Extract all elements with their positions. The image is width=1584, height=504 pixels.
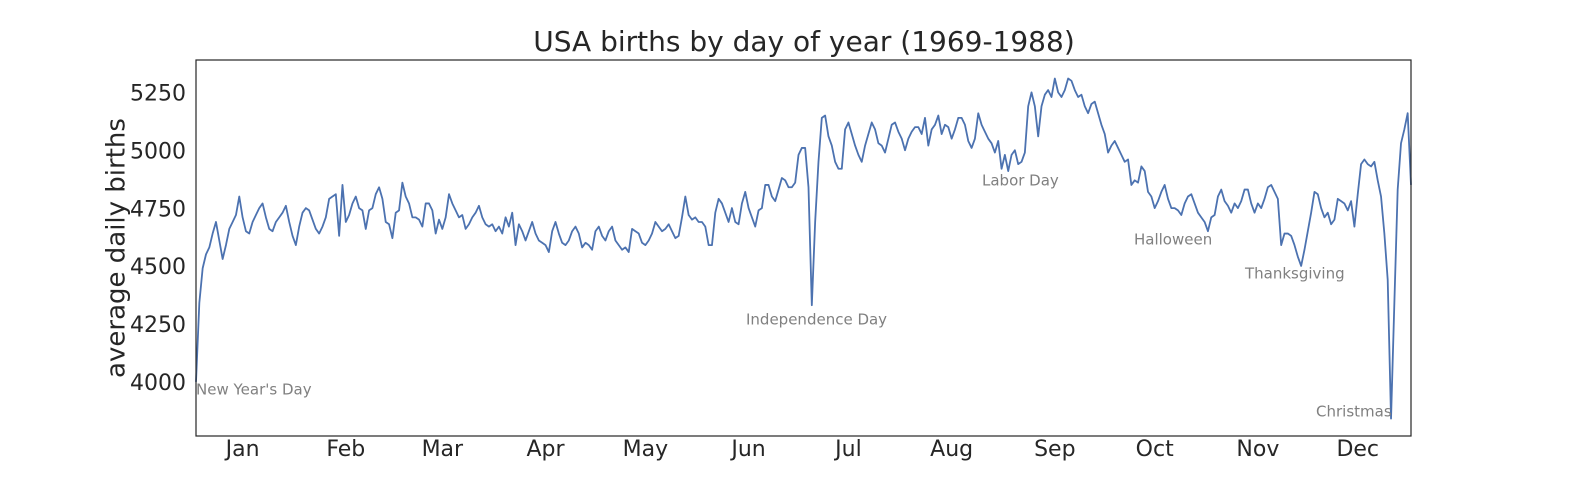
y-tick-label: 5250 <box>130 82 186 107</box>
y-tick-label: 4500 <box>130 255 186 280</box>
plot-frame <box>195 59 1412 437</box>
x-tick-label: Nov <box>1236 437 1279 462</box>
y-tick-label: 4250 <box>130 313 186 338</box>
annotation: Labor Day <box>982 172 1059 190</box>
x-tick-label: Feb <box>326 437 365 462</box>
x-tick-label: Oct <box>1136 437 1174 462</box>
x-tick-label: May <box>623 437 668 462</box>
y-tick-label: 5000 <box>130 140 186 165</box>
x-tick-label: Jun <box>729 437 765 462</box>
x-tick-label: Aug <box>930 437 973 462</box>
x-tick-label: Mar <box>422 437 464 462</box>
x-tick-label: Dec <box>1336 437 1379 462</box>
x-tick-label: Sep <box>1034 437 1075 462</box>
annotation: Christmas <box>1316 403 1392 421</box>
annotation: New Year's Day <box>196 381 312 399</box>
y-axis-label: average daily births <box>102 118 132 378</box>
data-line <box>195 77 1412 420</box>
annotation: Independence Day <box>746 311 887 329</box>
y-tick-label: 4750 <box>130 197 186 222</box>
y-tick-label: 4000 <box>130 371 186 396</box>
x-tick-label: Apr <box>526 437 565 462</box>
annotation: Thanksgiving <box>1244 265 1345 283</box>
annotation: Halloween <box>1134 231 1212 249</box>
chart-title: USA births by day of year (1969-1988) <box>533 25 1075 58</box>
x-tick-label: Jul <box>833 437 862 462</box>
x-tick-label: Jan <box>224 437 260 462</box>
